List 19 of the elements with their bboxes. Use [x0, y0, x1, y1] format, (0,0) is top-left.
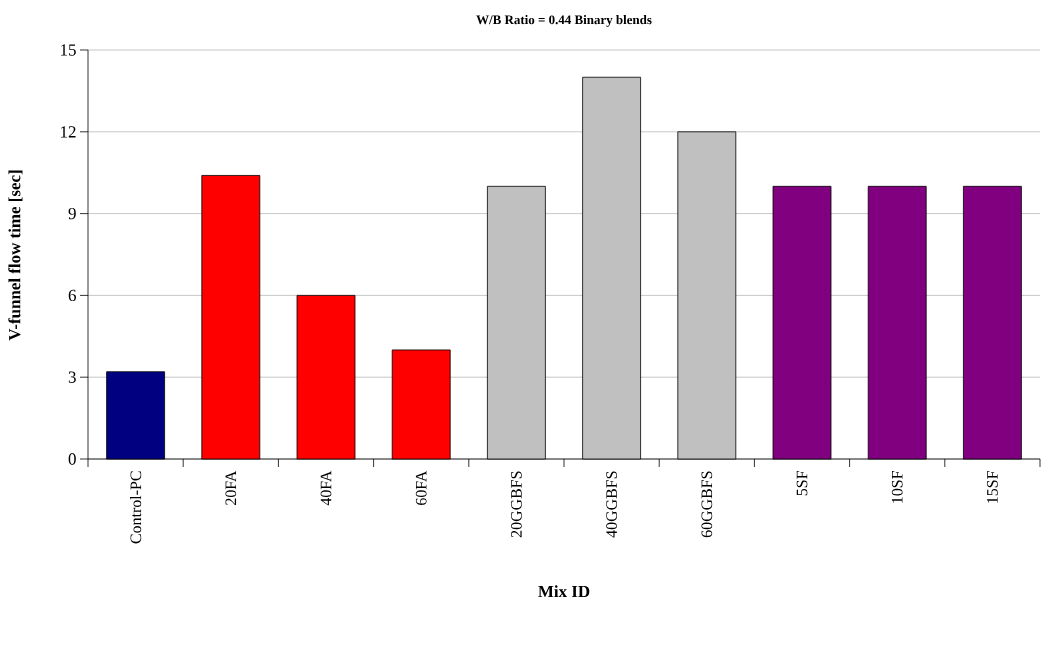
y-tick-label: 3 — [68, 371, 76, 383]
x-tick-label: 20FA — [225, 470, 237, 505]
chart-title: W/B Ratio = 0.44 Binary blends — [476, 15, 652, 27]
x-tick-label: 60GGBFS — [701, 471, 713, 538]
x-axis-title: Mix ID — [538, 585, 590, 598]
x-tick-label: 20GGBFS — [511, 471, 522, 538]
y-tick-label: 12 — [61, 126, 76, 138]
y-tick-label: 6 — [68, 289, 76, 302]
y-tick-label: 15 — [61, 44, 76, 56]
y-axis-title: V-funnel flow time [sec] — [8, 170, 23, 341]
y-tick-label: 0 — [68, 453, 76, 465]
x-tick-label: 5SF — [796, 471, 808, 496]
y-tick-label: 9 — [68, 207, 76, 220]
x-tick-label: 40FA — [320, 470, 332, 506]
x-tick-label: Control-PC — [129, 471, 142, 544]
x-tick-label: 60FA — [415, 470, 427, 505]
x-tick-label: 40GGBFS — [606, 471, 617, 538]
x-tick-label: 15SF — [987, 471, 998, 503]
x-tick-label: 10SF — [891, 471, 903, 503]
